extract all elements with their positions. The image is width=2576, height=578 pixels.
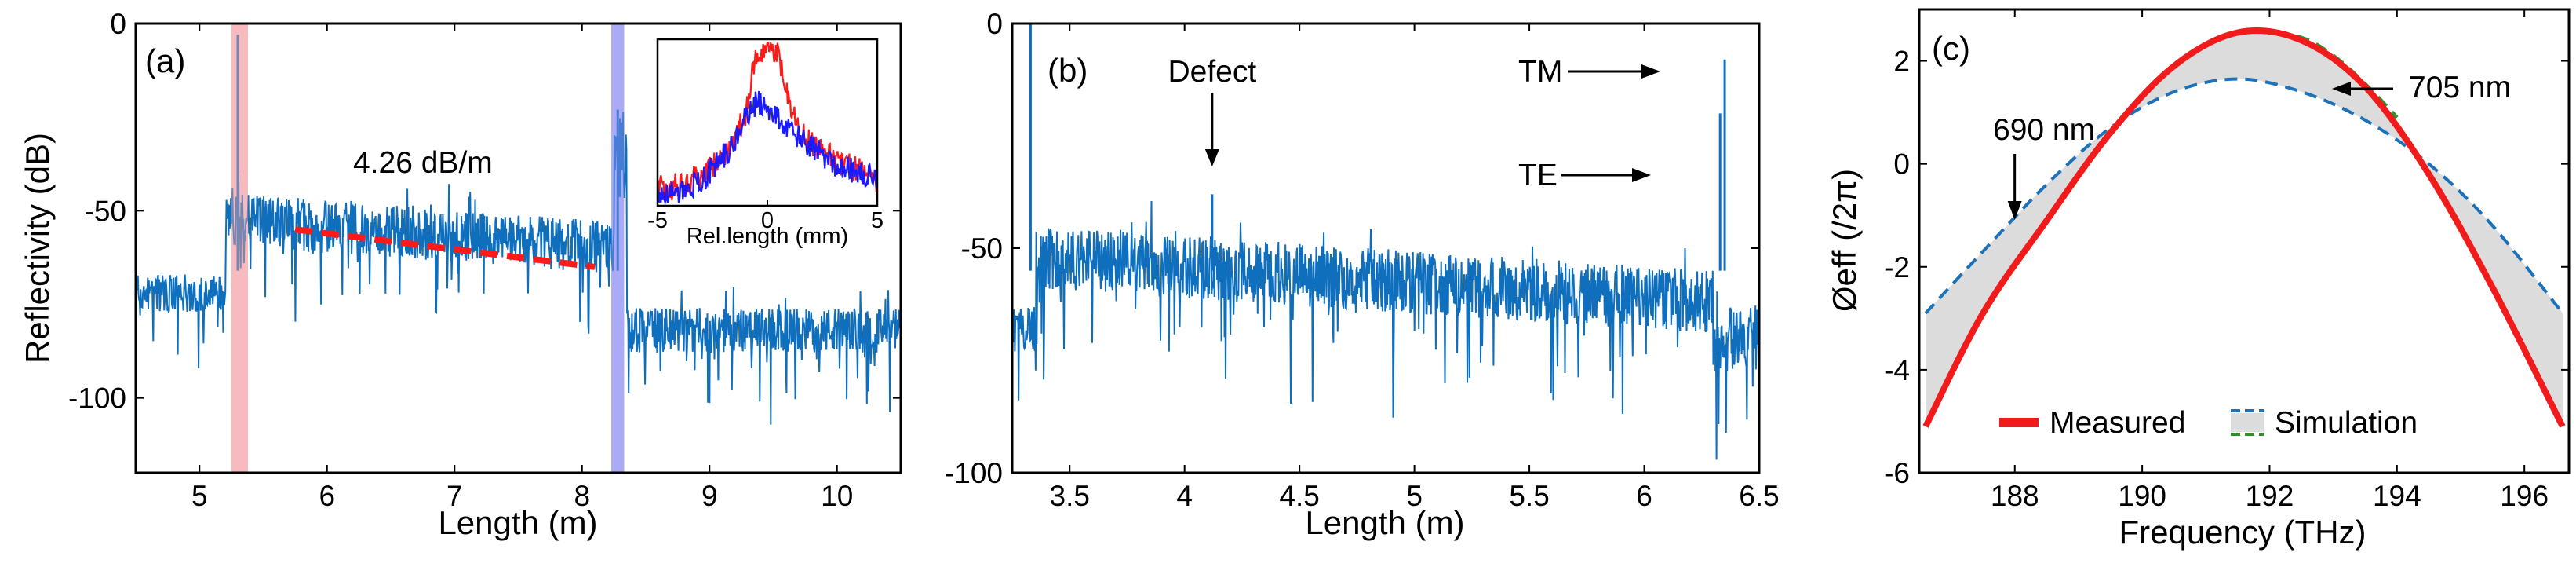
te-arrow-head <box>1632 168 1651 182</box>
panel-a-axes-frame <box>134 22 902 474</box>
panel-c-xtick-label: 188 <box>1991 480 2039 512</box>
panel-a-fit-label: 4.26 dB/m <box>353 146 493 180</box>
panel-a-ytick-label: -50 <box>85 195 126 227</box>
legend-measured-label: Measured <box>2050 406 2185 440</box>
fit-line-dashed <box>294 226 596 270</box>
legend-simulation-band <box>2231 413 2264 432</box>
panel-c-label: (c) <box>1932 30 1970 67</box>
panel-c-xtick-label: 194 <box>2373 480 2421 512</box>
defect-arrow-head <box>1204 149 1219 166</box>
panel-b-ytick-label: -50 <box>961 232 1003 265</box>
panel-b-xtick-label: 5 <box>1406 480 1423 512</box>
panel-b-xtick-label: 4.5 <box>1279 480 1319 512</box>
panel-b-label: (b) <box>1048 52 1088 89</box>
panel-c-ylabel-text: Øeff (/2π) <box>1826 169 1863 312</box>
panel-b-ytick-label: 0 <box>986 8 1003 40</box>
panel-a-xtick-label: 9 <box>701 480 718 512</box>
inset-xtick-label: 0 <box>761 208 774 233</box>
panel-b-xlabel: Length (m) <box>1305 504 1464 541</box>
panel-a-xtick-label: 6 <box>319 480 335 512</box>
te-label: TE <box>1518 159 1558 192</box>
panel-c-ylabel: Øeff (/2π) <box>1826 169 1863 312</box>
panel-a-xtick-label: 8 <box>574 480 590 512</box>
panel-c-axes-frame <box>1918 8 2571 474</box>
panel-c-chart: 188 190 192 194 196 2 0 -2 -4 -6 (c) 690 nm 705 nm… <box>1826 8 2571 551</box>
annotation-690nm: 690 nm <box>1993 113 2095 147</box>
panel-c-ytick-label: 2 <box>1893 46 1910 78</box>
trace-line <box>135 112 902 425</box>
panel-a-label: (a) <box>145 42 185 79</box>
panel-c-ytick-label: -4 <box>1884 354 1910 386</box>
panel-b-xtick-label: 3.5 <box>1050 480 1090 512</box>
tm-arrow-head <box>1641 64 1660 79</box>
panel-c-xtick-label: 190 <box>2118 480 2166 512</box>
panel-c-ytick-label: 0 <box>1893 148 1910 181</box>
panel-a-chart: 5 6 7 8 9 100-50-100 (a) 4.26 dB/m Length (m)… <box>19 8 902 541</box>
panel-c-xtick-label: 192 <box>2246 480 2294 512</box>
defect-label: Defect <box>1168 55 1256 89</box>
arrow-705nm-head <box>2332 82 2351 96</box>
highlight-band-overlay-lavender <box>611 24 625 473</box>
inset-xlabel: Rel.length (mm) <box>687 224 848 249</box>
panel-a-ytick-label: -100 <box>68 382 126 415</box>
panel-a-xlabel: Length (m) <box>438 504 597 541</box>
panel-a-xtick-label: 7 <box>446 480 463 512</box>
panel-a-inset: -5 0 5 Rel.length (mm) <box>647 35 884 249</box>
panel-b-xtick-label: 6.5 <box>1739 480 1779 512</box>
panel-c-xlabel: Frequency (THz) <box>2119 514 2366 551</box>
legend-simulation-label: Simulation <box>2275 406 2418 440</box>
panel-c-ytick-label: -2 <box>1884 251 1910 284</box>
panel-b-ytick-label: -100 <box>945 457 1003 489</box>
inset-series-blue <box>656 90 879 206</box>
highlight-band-overlay-pink <box>231 24 248 473</box>
inset-xtick-label: 5 <box>871 208 884 233</box>
panel-b-chart: 3.5 4 4.5 5 5.5 6 6.5 0 -50 -100 (b) Defect TM TE L… <box>945 8 1780 541</box>
panel-a-xtick-label: 10 <box>821 480 853 512</box>
inset-xtick-label: -5 <box>647 208 668 233</box>
simulation-blue-dashed-line <box>1924 77 2564 315</box>
annotation-705nm: 705 nm <box>2409 71 2511 104</box>
panel-c-xtick-label: 196 <box>2500 480 2549 512</box>
panel-a-ylabel: Reflectivity (dB) <box>19 133 56 364</box>
measured-line <box>1922 27 2566 428</box>
panel-c-legend: Measured Simulation <box>1999 406 2418 440</box>
panel-c-ytick-label: -6 <box>1884 457 1910 489</box>
panel-a-xtick-label: 5 <box>191 480 208 512</box>
trace-line <box>1011 200 1760 460</box>
tm-label: TM <box>1518 55 1562 89</box>
arrow-690nm-head <box>2007 201 2022 220</box>
panel-b-xtick-label: 4 <box>1176 480 1193 512</box>
panel-b-xtick-label: 5.5 <box>1509 480 1549 512</box>
panel-b-xtick-label: 6 <box>1636 480 1652 512</box>
panel-a-ytick-label: 0 <box>110 8 126 40</box>
